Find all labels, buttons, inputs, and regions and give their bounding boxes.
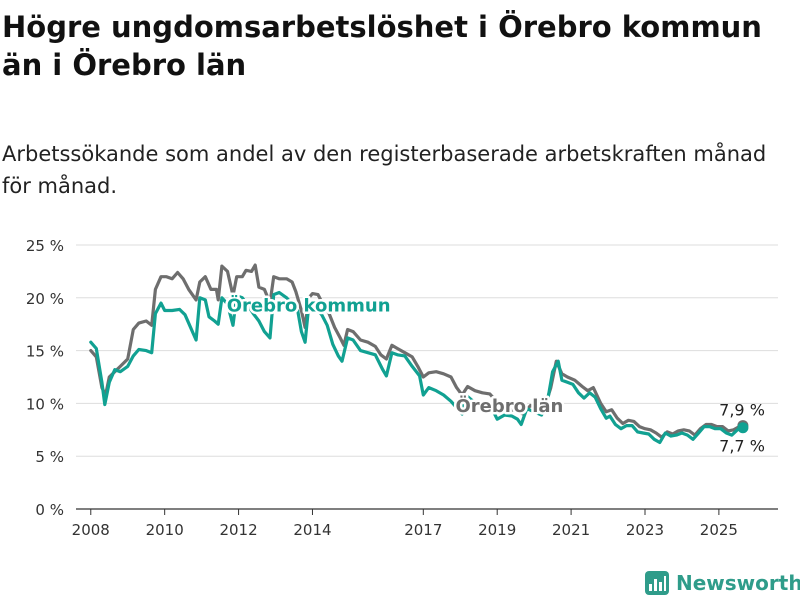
series-end-point [737,422,749,434]
series-line-kommun [89,290,745,445]
end-value-label-lan: 7,9 % [719,401,765,420]
series-line-lan [89,263,745,439]
brand-name: Newsworthy [676,571,800,595]
chart-title: Högre ungdomsarbetslöshet i Örebro kommu… [2,10,762,82]
series-label-kommun: Örebro kommun [227,295,391,317]
chart-subtitle: Arbetssökande som andel av den registerb… [2,142,767,198]
x-tick-label: 2012 [219,521,257,539]
x-tick-label: 2014 [293,521,331,539]
y-tick-label: 20 % [26,290,64,308]
x-tick-label: 2025 [700,521,738,539]
end-value-label-kommun: 7,7 % [719,437,765,456]
newsworthy-brand: Newsworthy [644,568,800,598]
x-tick-label: 2023 [626,521,664,539]
y-tick-label: 0 % [35,501,64,519]
y-tick-label: 25 % [26,237,64,255]
x-tick-label: 2017 [404,521,442,539]
x-tick-label: 2008 [72,521,110,539]
x-tick-label: 2010 [146,521,184,539]
series-label-lan: Örebro län [455,395,563,417]
bar-chart-logo-icon [645,571,669,595]
x-tick-label: 2019 [478,521,516,539]
y-tick-label: 15 % [26,343,64,361]
series-label-kommun-halo: Örebro kommun [227,295,391,317]
y-tick-label: 10 % [26,395,64,413]
x-tick-label: 2021 [552,521,590,539]
line-chart: 0 % 5 % 10 % 15 % 20 % 25 % 2008 2010 2012 2014 20… [26,237,778,539]
y-tick-label: 5 % [35,448,64,466]
series-label-lan-halo: Örebro län [455,395,563,417]
